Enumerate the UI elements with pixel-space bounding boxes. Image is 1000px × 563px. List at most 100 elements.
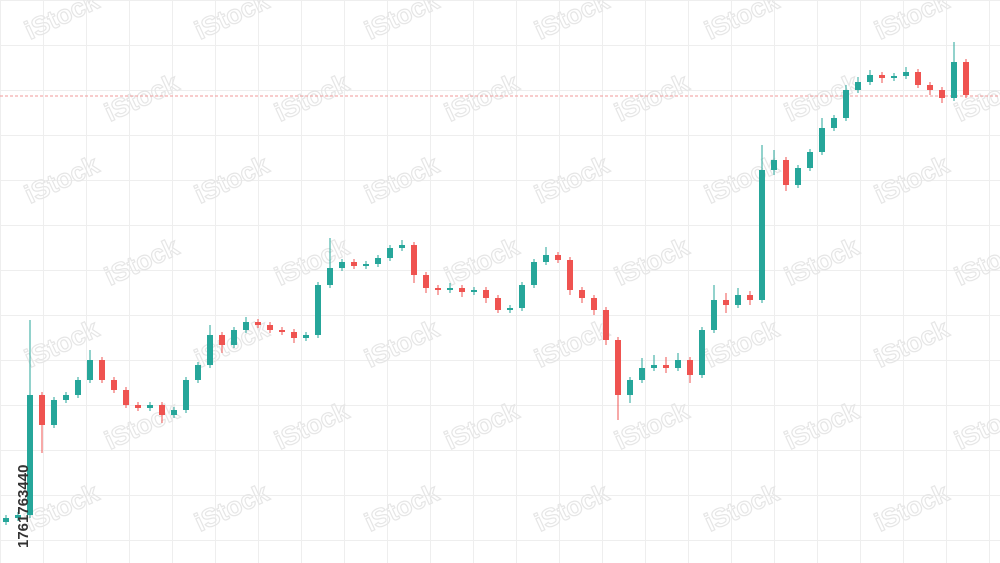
candle-body <box>435 288 441 290</box>
watermark: iStock <box>530 149 614 209</box>
candle-body <box>747 295 753 300</box>
candle-body <box>51 400 57 425</box>
candle-body <box>387 248 393 258</box>
candle-body <box>447 288 453 290</box>
candle-body <box>255 322 261 325</box>
candle-body <box>375 258 381 264</box>
candle-body <box>303 335 309 338</box>
watermark: iStock <box>870 313 954 373</box>
candle-body <box>63 395 69 400</box>
watermark: iStock <box>950 67 1000 127</box>
candle-body <box>819 128 825 152</box>
candle-body <box>87 360 93 380</box>
candle-body <box>903 72 909 76</box>
candle-body <box>831 118 837 128</box>
candle-body <box>927 85 933 90</box>
watermark: iStock <box>20 0 104 45</box>
candle-body <box>939 90 945 98</box>
candle-body <box>411 245 417 275</box>
candle-body <box>159 405 165 415</box>
candle-body <box>759 170 765 300</box>
candle-body <box>519 285 525 308</box>
candle-body <box>195 365 201 380</box>
candle-body <box>423 275 429 288</box>
watermark: iStock <box>360 0 444 45</box>
watermark: iStock <box>270 67 354 127</box>
watermark: iStock <box>700 0 784 45</box>
candle-body <box>627 380 633 395</box>
watermark: iStock <box>780 231 864 291</box>
candle-body <box>807 152 813 168</box>
watermark: iStock <box>360 477 444 537</box>
candle-body <box>555 255 561 260</box>
candle-body <box>687 360 693 375</box>
watermark: iStock <box>780 395 864 455</box>
candle-body <box>135 405 141 408</box>
candle-body <box>327 268 333 285</box>
candle-body <box>615 340 621 395</box>
candle-body <box>111 380 117 390</box>
candle-body <box>171 410 177 415</box>
candle-body <box>543 255 549 262</box>
candle-body <box>363 264 369 266</box>
watermark: iStock <box>270 231 354 291</box>
candle-body <box>699 330 705 375</box>
watermark: iStock <box>870 149 954 209</box>
watermark: iStock <box>530 313 614 373</box>
candle-body <box>495 298 501 310</box>
candle-body <box>459 288 465 292</box>
candle-body <box>867 75 873 82</box>
candle-body <box>183 380 189 410</box>
candle-body <box>471 290 477 292</box>
watermark: iStock <box>440 67 524 127</box>
candles <box>0 42 1000 525</box>
candle-body <box>891 76 897 78</box>
candle-body <box>507 308 513 310</box>
watermark: iStock <box>100 395 184 455</box>
watermark: iStock <box>440 231 524 291</box>
candle-body <box>27 395 33 515</box>
watermark: iStock <box>870 477 954 537</box>
candle-body <box>603 310 609 340</box>
candle-body <box>99 360 105 380</box>
candle-body <box>243 322 249 330</box>
candle-body <box>579 290 585 298</box>
watermark: iStock <box>360 149 444 209</box>
candle-body <box>147 405 153 408</box>
candle-body <box>735 295 741 305</box>
candle-body <box>951 62 957 98</box>
watermark: iStock <box>700 149 784 209</box>
watermark: iStock <box>950 395 1000 455</box>
candle-body <box>843 90 849 118</box>
candle-body <box>783 160 789 185</box>
candle-body <box>399 245 405 248</box>
candle-body <box>675 360 681 368</box>
candle-body <box>123 390 129 405</box>
watermark: iStock <box>610 67 694 127</box>
candle-body <box>567 260 573 290</box>
candle-body <box>531 262 537 285</box>
candle-body <box>771 160 777 170</box>
candle-body <box>39 395 45 425</box>
watermark: iStock <box>20 149 104 209</box>
watermark: iStock <box>950 231 1000 291</box>
candle-body <box>339 262 345 268</box>
watermark: iStock <box>530 477 614 537</box>
watermark: iStock <box>270 395 354 455</box>
candle-body <box>75 380 81 395</box>
watermark: iStock <box>100 67 184 127</box>
candle-body <box>651 365 657 368</box>
candle-body <box>591 298 597 310</box>
candle-body <box>315 285 321 335</box>
watermarks: iStock iStock iStock iStock iStock iStockiSto… <box>19 0 1000 538</box>
candle-body <box>663 365 669 368</box>
candle-body <box>15 515 21 518</box>
candle-body <box>723 300 729 305</box>
candle-body <box>711 300 717 330</box>
watermark: iStock <box>530 0 614 45</box>
watermark: iStock <box>610 395 694 455</box>
candle-body <box>915 72 921 85</box>
image-id: 1761763440 <box>15 465 32 548</box>
candle-body <box>207 335 213 365</box>
